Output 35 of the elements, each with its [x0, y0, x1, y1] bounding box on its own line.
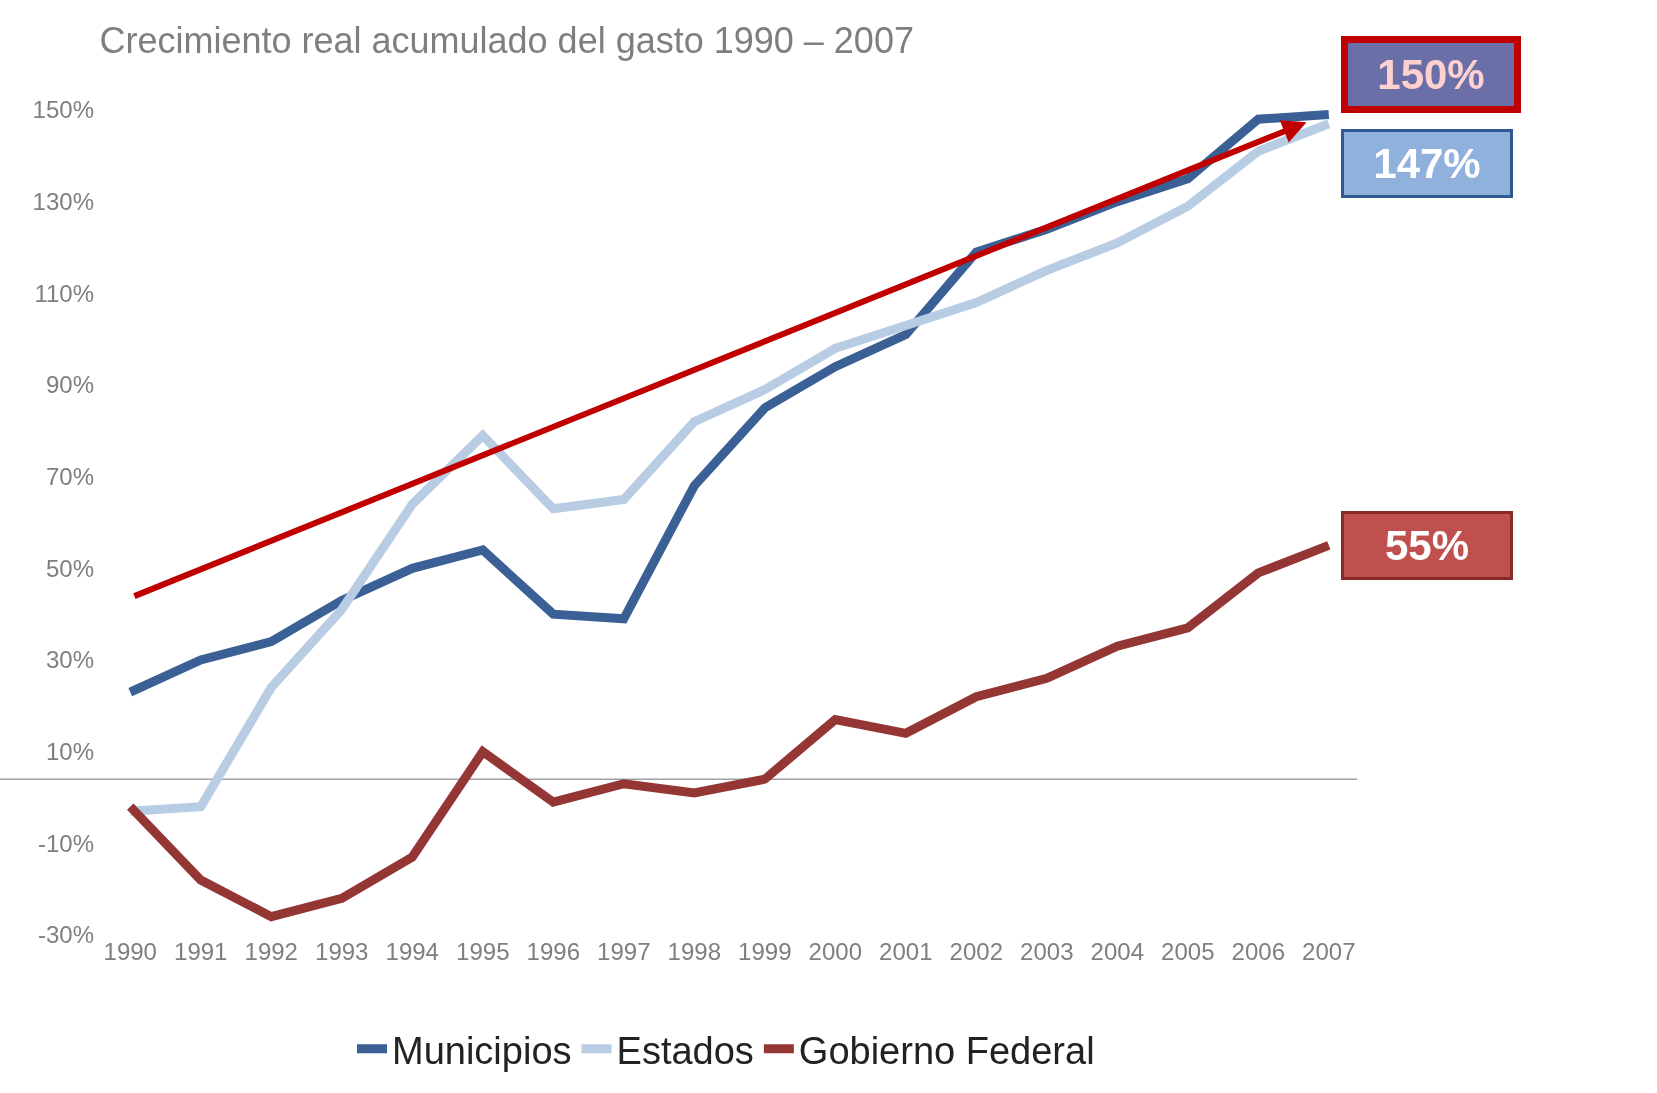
annotation: 55% — [1384, 522, 1470, 569]
x-tick-label: 1994 — [385, 938, 439, 965]
y-tick-label: 130% — [32, 188, 94, 216]
x-tick-label: 1998 — [667, 938, 721, 965]
y-tick-label: -30% — [37, 921, 94, 949]
y-tick-label: 50% — [45, 554, 94, 582]
x-tick-label: 2004 — [1090, 938, 1144, 965]
x-tick-label: 2003 — [1020, 938, 1074, 965]
x-tick-label: 1999 — [738, 938, 792, 965]
annotation: 147% — [1373, 140, 1481, 187]
x-tick-label: 2007 — [1302, 938, 1356, 965]
x-tick-label: 2000 — [808, 938, 862, 965]
y-tick-label: 150% — [32, 96, 94, 124]
x-tick-label: 1990 — [103, 938, 157, 965]
legend-label: Estados — [616, 1029, 754, 1072]
y-tick-label: -10% — [37, 829, 94, 857]
legend-label: Municipios — [392, 1029, 572, 1072]
x-tick-label: 1995 — [456, 938, 510, 965]
x-tick-label: 2001 — [879, 938, 933, 965]
x-tick-label: 2002 — [949, 938, 1003, 965]
x-tick-label: 2006 — [1231, 938, 1285, 965]
chart-title: Crecimiento real acumulado del gasto 1990 – 2007 — [99, 19, 914, 61]
y-tick-label: 70% — [45, 463, 94, 491]
legend-label: Gobierno Federal — [798, 1029, 1095, 1072]
x-tick-label: 1993 — [315, 938, 369, 965]
x-tick-label: 2005 — [1161, 938, 1215, 965]
annotation: 150% — [1377, 51, 1485, 98]
x-tick-label: 1991 — [174, 938, 228, 965]
x-tick-label: 1997 — [597, 938, 651, 965]
y-tick-label: 90% — [45, 371, 94, 399]
x-tick-label: 1992 — [244, 938, 298, 965]
x-tick-label: 1996 — [526, 938, 580, 965]
y-tick-label: 30% — [45, 646, 94, 674]
y-tick-label: 10% — [45, 738, 94, 766]
y-tick-label: 110% — [34, 279, 94, 307]
